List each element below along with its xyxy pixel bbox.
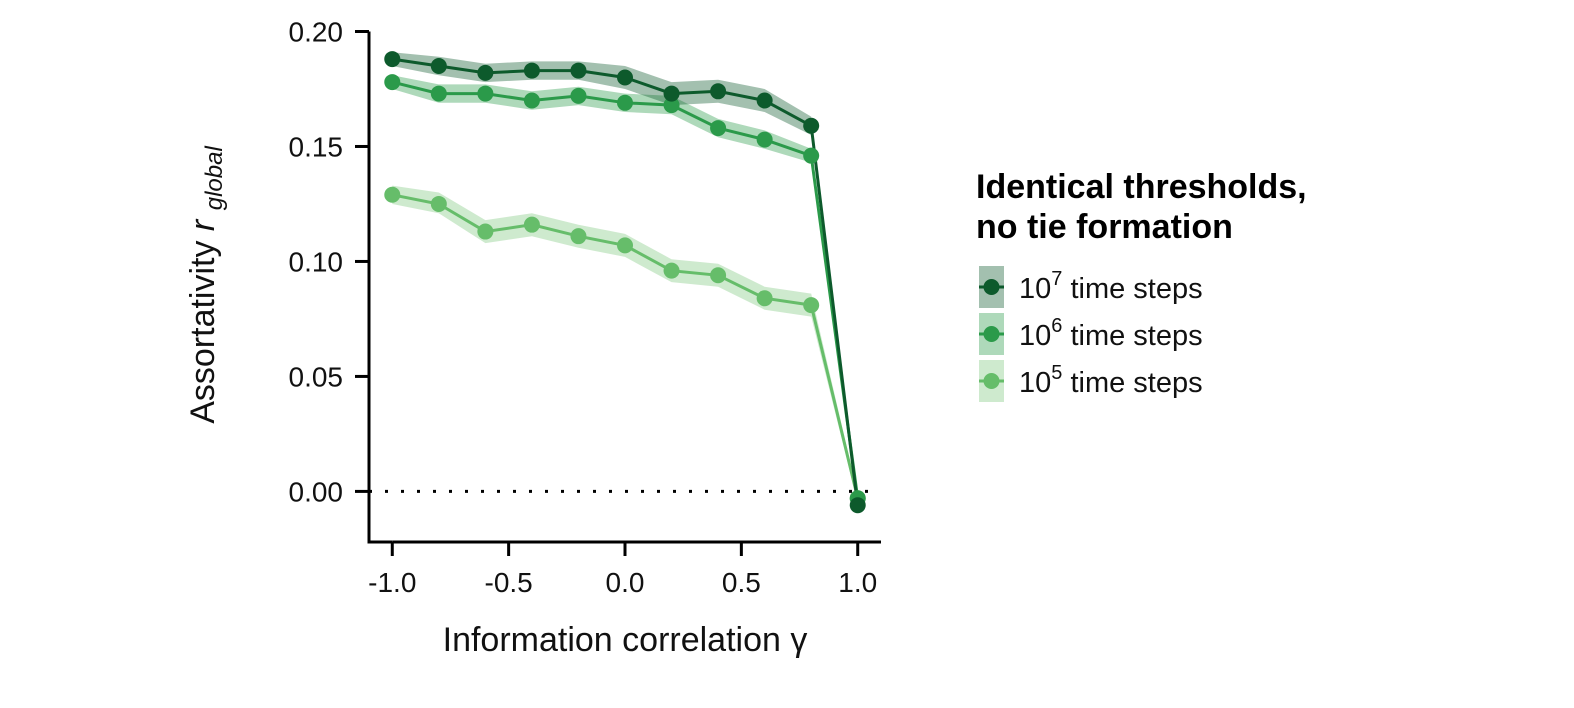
data-point: [570, 62, 587, 79]
legend-swatch-point: [983, 373, 1000, 389]
data-point: [477, 85, 494, 102]
legend-label-exponent: 7: [1051, 268, 1062, 290]
y-tick-label: 0.05: [289, 361, 344, 392]
data-point: [430, 85, 447, 102]
legend-label-exponent: 5: [1051, 362, 1062, 384]
data-point: [756, 92, 773, 109]
y-tick-label: 0.20: [289, 16, 344, 47]
confidence-band: [392, 185, 858, 503]
y-axis-title-subscript: global: [201, 146, 228, 211]
data-point: [523, 216, 540, 233]
data-point: [384, 186, 401, 203]
confidence-band: [392, 52, 858, 510]
legend-swatch-point: [983, 279, 1000, 295]
confidence-band: [392, 75, 858, 503]
legend-title-line1: Identical thresholds,: [976, 168, 1307, 206]
y-tick-label: 0.10: [289, 246, 344, 277]
data-point: [617, 69, 633, 86]
legend-item: 106 time steps: [979, 313, 1203, 355]
data-point: [430, 57, 447, 74]
data-point: [663, 97, 680, 114]
legend-label-rest: time steps: [1062, 367, 1202, 399]
data-point: [430, 195, 447, 212]
y-axis-title-text: Assortativity: [184, 241, 222, 424]
data-point: [617, 94, 633, 111]
x-axis-title: Information correlation γ: [443, 621, 808, 659]
data-point: [803, 147, 820, 164]
data-point: [523, 92, 540, 109]
data-point: [663, 85, 680, 102]
data-point: [710, 120, 727, 137]
legend-label-base: 10: [1019, 273, 1051, 305]
series-line: [392, 57, 860, 506]
legend-label: 107 time steps: [1019, 268, 1203, 305]
series-lines: [391, 57, 860, 506]
legend-swatch-point: [983, 326, 1000, 342]
data-point: [710, 83, 727, 100]
x-tick-label: 1.0: [838, 567, 877, 598]
data-point: [756, 290, 773, 307]
legend-label: 105 time steps: [1019, 362, 1203, 399]
y-tick-label: 0.15: [289, 131, 344, 162]
legend-item: 107 time steps: [979, 266, 1203, 308]
y-axis-title-symbol: r: [184, 218, 222, 231]
data-point: [803, 117, 820, 134]
data-point: [384, 74, 401, 91]
data-point: [710, 267, 727, 284]
data-point: [384, 51, 401, 68]
data-point: [849, 497, 866, 514]
legend-item: 105 time steps: [979, 360, 1203, 402]
data-point: [523, 62, 540, 79]
confidence-bands: [392, 52, 858, 510]
x-tick-label: -0.5: [485, 567, 533, 598]
y-axis-title: Assortativity r global: [184, 146, 228, 424]
data-point: [477, 64, 494, 81]
data-point: [477, 223, 494, 240]
data-point: [570, 87, 587, 104]
data-point: [756, 131, 773, 148]
axes: 0.00 0.05 0.10 0.15 0.20 -1.0 -0.5 0.0 0.5 1.0: [289, 16, 881, 598]
legend-label-base: 10: [1019, 320, 1051, 352]
x-tick-label: 0.5: [722, 567, 761, 598]
legend-label-exponent: 6: [1051, 315, 1062, 337]
data-point: [803, 297, 820, 314]
y-tick-label: 0.00: [289, 476, 344, 507]
legend-label-base: 10: [1019, 367, 1051, 399]
x-tick-label: -1.0: [368, 567, 416, 598]
series-points: [384, 51, 866, 514]
legend-title-line2: no tie formation: [976, 208, 1233, 246]
legend: Identical thresholds, no tie formation 1…: [976, 168, 1307, 402]
legend-label: 106 time steps: [1019, 315, 1203, 352]
data-point: [663, 262, 680, 279]
legend-label-rest: time steps: [1062, 273, 1202, 305]
x-tick-label: 0.0: [606, 567, 645, 598]
legend-label-rest: time steps: [1062, 320, 1202, 352]
data-point: [617, 237, 633, 254]
data-point: [570, 228, 587, 245]
